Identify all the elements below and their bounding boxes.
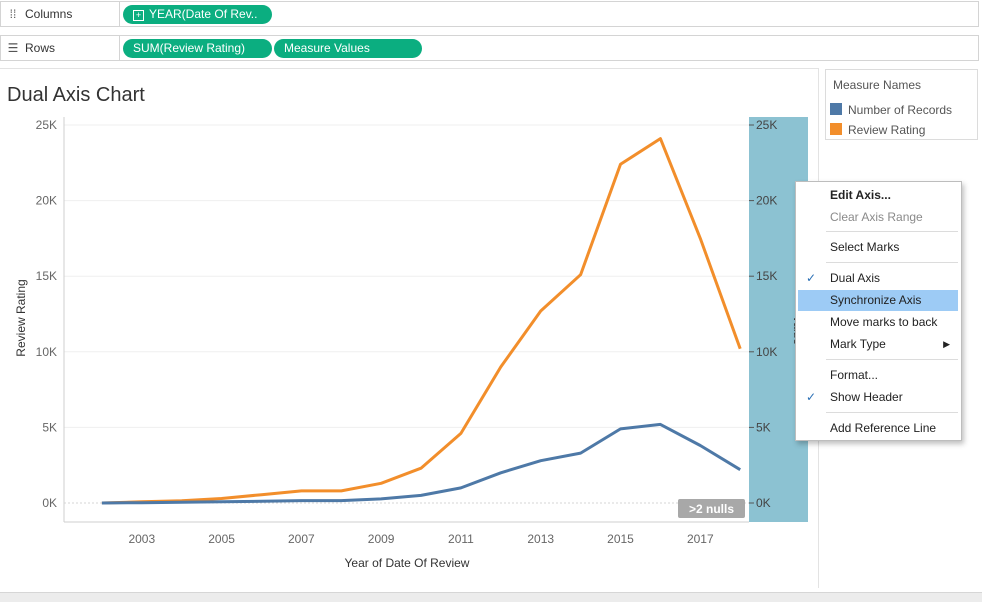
axis-context-menu[interactable]: Edit Axis... Clear Axis Range Select Mar… (795, 181, 962, 441)
y-tick-label: 15K (36, 269, 57, 283)
rows-icon: ☰ (7, 41, 19, 55)
y2-tick-label: 25K (756, 118, 777, 132)
y2-tick-label: 20K (756, 194, 777, 208)
menu-separator (826, 412, 958, 413)
menu-item-clear-axis-range: Clear Axis Range (830, 210, 923, 224)
columns-shelf[interactable]: ⁞⁞ Columns + YEAR(Date Of Rev.. (0, 1, 979, 27)
x-tick-label: 2007 (288, 532, 315, 546)
menu-item-format[interactable]: Format... (830, 368, 879, 382)
legend-item-review-rating[interactable]: Review Rating (830, 123, 925, 137)
y-tick-label: 5K (42, 420, 57, 434)
null-badge[interactable] (678, 499, 745, 518)
y-tick-label: 0K (42, 496, 57, 510)
legend-title: Measure Names (833, 78, 922, 92)
columns-icon: ⁞⁞ (9, 7, 17, 21)
menu-item-add-reference-line[interactable]: Add Reference Line (830, 421, 937, 435)
y-tick-label: 25K (36, 118, 57, 132)
x-tick-label: 2009 (368, 532, 395, 546)
bottom-status-bar (0, 592, 982, 602)
color-legend[interactable]: Measure Names Number of Records Review R… (825, 69, 978, 140)
measure-values-pill[interactable]: Measure Values (274, 39, 422, 58)
menu-item-edit-axis[interactable]: Edit Axis... (830, 188, 891, 202)
checkmark-icon: ✓ (806, 390, 817, 404)
y2-tick-label: 5K (756, 420, 771, 434)
y-tick-label: 10K (36, 345, 57, 359)
menu-item-mark-type[interactable]: Mark Type ▶ (798, 334, 958, 355)
sum-review-rating-pill[interactable]: SUM(Review Rating) (123, 39, 272, 58)
y2-tick-label: 10K (756, 345, 777, 359)
x-tick-label: 2003 (128, 532, 155, 546)
sheet-title: Dual Axis Chart (7, 84, 145, 106)
legend-swatch (830, 123, 842, 135)
menu-separator (826, 262, 958, 263)
menu-separator (826, 231, 958, 232)
x-tick-label: 2017 (687, 532, 714, 546)
year-date-of-review-pill[interactable]: + YEAR(Date Of Rev.. (123, 5, 272, 24)
columns-shelf-label: ⁞⁞ Columns (1, 2, 120, 26)
menu-item-move-marks-to-back[interactable]: Move marks to back (830, 315, 938, 329)
x-tick-label: 2013 (527, 532, 554, 546)
grid-lines (64, 124, 749, 428)
series-line-number-of-records[interactable] (101, 422, 741, 505)
checkmark-icon: ✓ (806, 271, 817, 285)
menu-item-show-header[interactable]: ✓ Show Header (798, 387, 958, 408)
y2-tick-label: 15K (756, 269, 777, 283)
menu-item-dual-axis[interactable]: ✓ Dual Axis (798, 268, 958, 289)
null-badge-label: >2 nulls (689, 502, 734, 516)
legend-swatch (830, 103, 842, 115)
y-tick-label: 20K (36, 194, 57, 208)
submenu-arrow-icon: ▶ (943, 339, 950, 349)
menu-item-synchronize-axis[interactable]: Synchronize Axis (798, 290, 958, 311)
rows-shelf[interactable]: ☰ Rows SUM(Review Rating) Measure Values (0, 35, 979, 61)
x-axis-title: Year of Date Of Review (345, 556, 470, 570)
y2-tick-label: 0K (756, 496, 771, 510)
menu-separator (826, 359, 958, 360)
series-line-review-rating[interactable] (101, 137, 742, 505)
rows-shelf-label: ☰ Rows (1, 36, 120, 60)
x-tick-label: 2005 (208, 532, 235, 546)
x-tick-label: 2015 (607, 532, 634, 546)
expand-plus-icon[interactable]: + (133, 10, 144, 21)
menu-item-select-marks[interactable]: Select Marks (830, 240, 900, 254)
x-tick-label: 2011 (448, 532, 474, 546)
legend-item-number-of-records[interactable]: Number of Records (830, 103, 952, 117)
y-axis-title: Review Rating (14, 279, 28, 356)
